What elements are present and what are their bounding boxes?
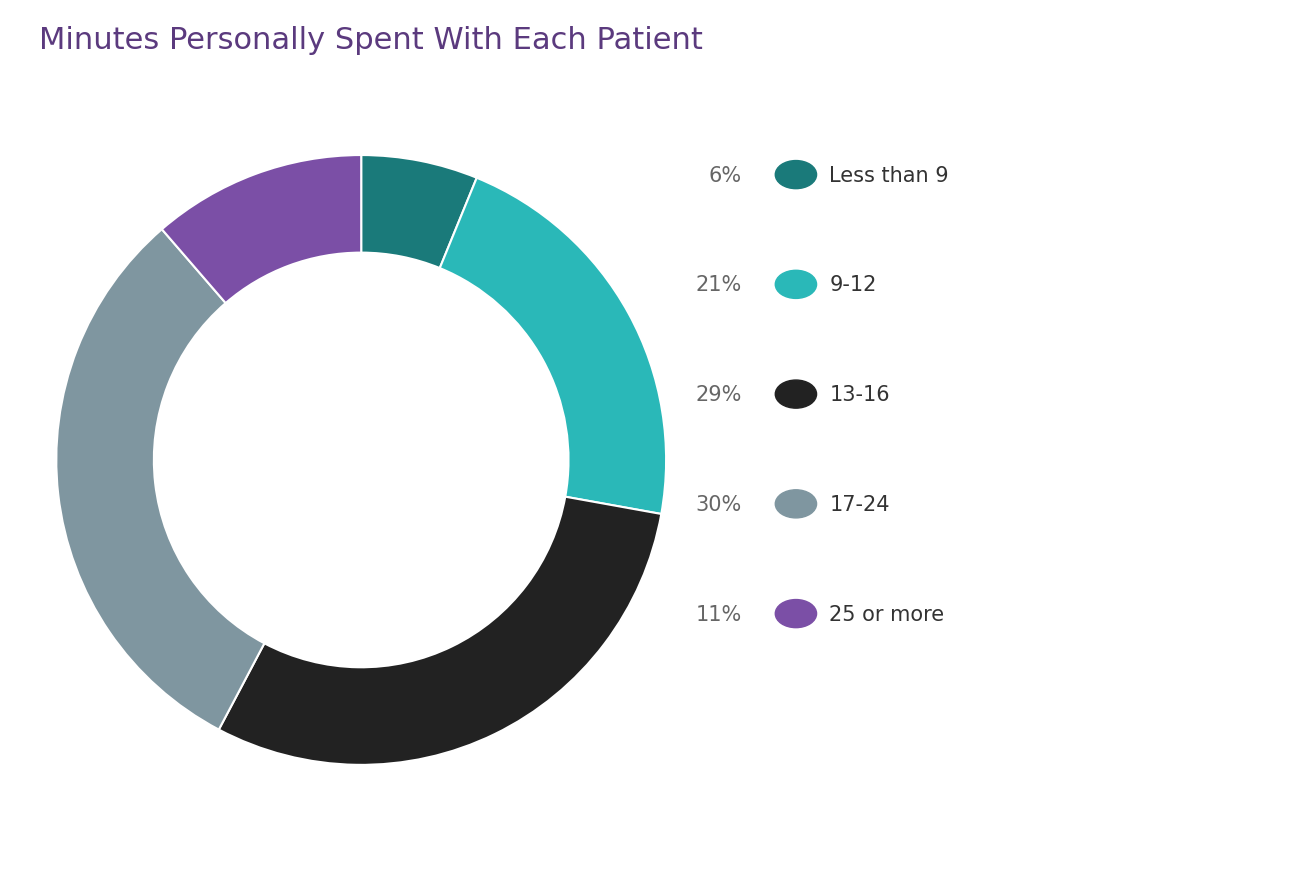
Wedge shape xyxy=(161,156,361,303)
Wedge shape xyxy=(219,497,662,765)
Text: 6%: 6% xyxy=(708,166,742,185)
Text: 13-16: 13-16 xyxy=(829,385,890,404)
Text: Less than 9: Less than 9 xyxy=(829,166,949,185)
Text: 9-12: 9-12 xyxy=(829,275,877,295)
Text: 11%: 11% xyxy=(695,604,742,624)
Text: 17-24: 17-24 xyxy=(829,495,890,514)
Wedge shape xyxy=(440,179,666,515)
Text: 30%: 30% xyxy=(695,495,742,514)
Text: Minutes Personally Spent With Each Patient: Minutes Personally Spent With Each Patie… xyxy=(39,26,703,55)
Wedge shape xyxy=(361,156,477,268)
Text: 21%: 21% xyxy=(695,275,742,295)
Wedge shape xyxy=(57,230,264,730)
Text: 29%: 29% xyxy=(695,385,742,404)
Text: 25 or more: 25 or more xyxy=(829,604,944,624)
